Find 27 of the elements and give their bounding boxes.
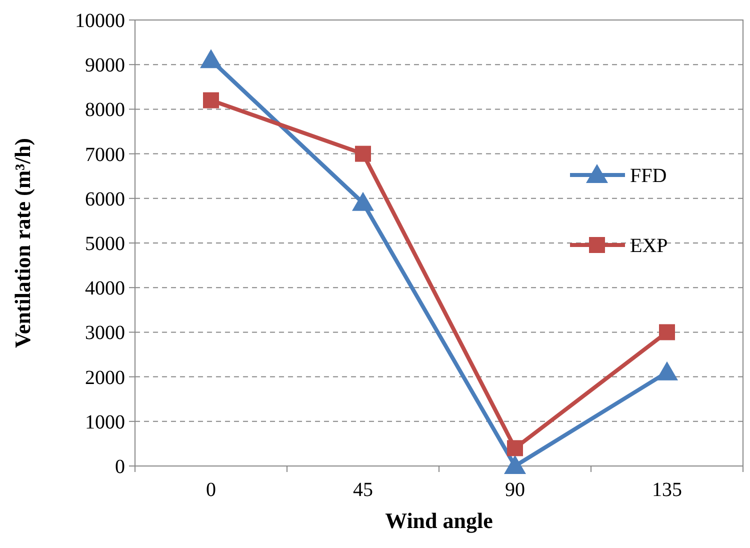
y-tick-label: 8000 [85,99,125,122]
point [656,361,678,380]
y-tick-label: 3000 [85,322,125,344]
point [507,440,523,456]
y-tick-label: 7000 [85,144,125,166]
x-tick-label: 45 [353,479,373,501]
x-tick-label: 90 [505,479,525,501]
point [659,324,675,340]
y-tick-label: 10000 [75,10,125,32]
point [203,92,219,108]
legend-label: EXP [630,235,668,257]
y-tick-label: 1000 [85,411,125,434]
x-axis-title: Wind angle [385,508,494,533]
point [352,192,374,211]
point [200,49,222,68]
y-tick-label: 0 [115,456,125,478]
x-tick-label: 135 [652,479,682,501]
point [504,455,526,474]
y-tick-label: 6000 [85,188,125,210]
y-tick-label: 9000 [85,54,125,77]
y-tick-label: 5000 [85,233,125,255]
y-tick-label: 2000 [85,366,125,389]
legend-label: FFD [630,165,667,187]
point [355,146,371,162]
y-tick-label: 4000 [85,278,125,300]
y-axis-title: Ventilation rate (m³/h) [10,138,35,348]
x-tick-label: 0 [206,479,216,501]
